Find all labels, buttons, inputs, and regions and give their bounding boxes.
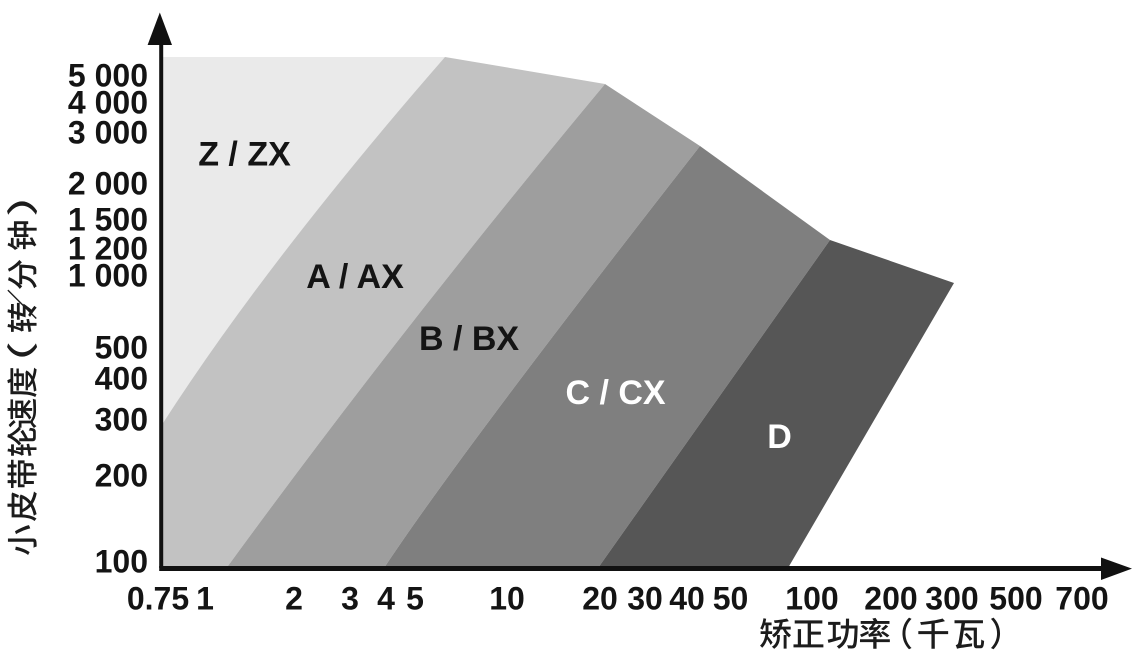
svg-text:5 000: 5 000	[68, 58, 148, 94]
svg-text:400: 400	[95, 361, 148, 397]
svg-text:1 500: 1 500	[68, 202, 148, 238]
svg-text:4: 4	[377, 581, 395, 617]
svg-text:1: 1	[196, 581, 214, 617]
svg-text:500: 500	[95, 330, 148, 366]
svg-text:A / AX: A / AX	[306, 258, 404, 296]
svg-text:4 000: 4 000	[68, 85, 148, 121]
svg-text:2: 2	[285, 581, 303, 617]
svg-text:50: 50	[713, 581, 749, 617]
svg-text:D: D	[767, 418, 792, 456]
svg-text:100: 100	[95, 544, 148, 580]
svg-text:40: 40	[669, 581, 705, 617]
svg-text:10: 10	[489, 581, 525, 617]
svg-text:100: 100	[785, 581, 838, 617]
svg-text:2 000: 2 000	[68, 166, 148, 202]
svg-text:1 000: 1 000	[68, 258, 148, 294]
svg-text:300: 300	[95, 402, 148, 438]
svg-text:500: 500	[989, 581, 1042, 617]
svg-text:0.75: 0.75	[127, 581, 189, 617]
svg-text:3 000: 3 000	[68, 115, 148, 151]
svg-text:3: 3	[341, 581, 359, 617]
svg-text:200: 200	[95, 458, 148, 494]
svg-text:700: 700	[1055, 581, 1108, 617]
svg-text:300: 300	[925, 581, 978, 617]
svg-text:B / BX: B / BX	[419, 320, 519, 358]
svg-text:1 200: 1 200	[68, 231, 148, 267]
svg-text:Z / ZX: Z / ZX	[198, 136, 291, 174]
svg-text:20: 20	[582, 581, 618, 617]
svg-text:C / CX: C / CX	[565, 374, 665, 412]
svg-text:30: 30	[627, 581, 663, 617]
svg-text:5: 5	[406, 581, 424, 617]
svg-text:200: 200	[864, 581, 917, 617]
